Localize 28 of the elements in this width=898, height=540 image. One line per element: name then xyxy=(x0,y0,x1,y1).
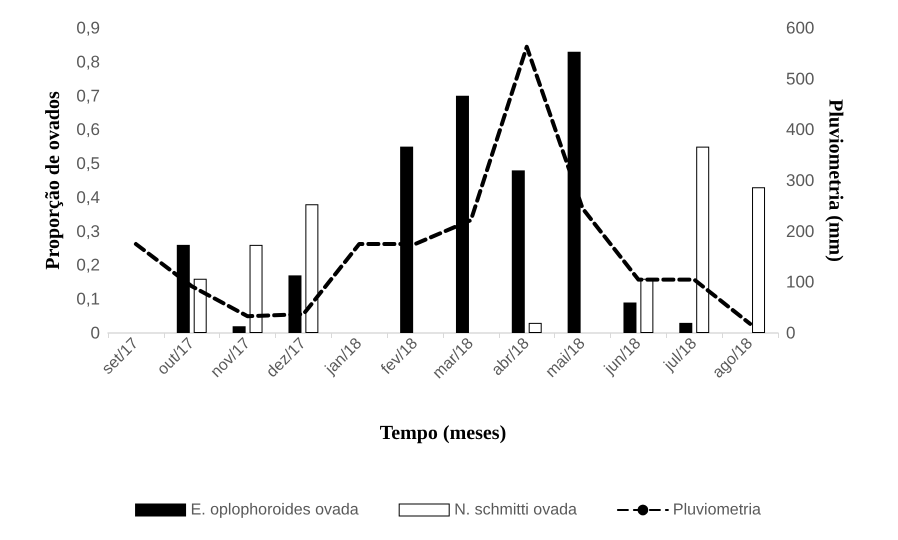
bar xyxy=(232,326,246,333)
bar xyxy=(512,170,525,333)
y-tick-label: 0,2 xyxy=(76,256,100,275)
legend-label: Pluviometria xyxy=(672,502,762,518)
y-axis-title: Proporção de ovados xyxy=(42,91,64,270)
y-tick-label: 0,6 xyxy=(76,120,100,140)
y-tick-label: 0,1 xyxy=(76,290,100,309)
legend-label: N. schmitti ovada xyxy=(454,502,578,518)
bar xyxy=(623,302,636,333)
y2-tick-label: 400 xyxy=(786,120,814,140)
y-tick-label: 0 xyxy=(90,324,100,342)
y-tick-label: 0,5 xyxy=(76,154,100,174)
y-tick-label: 0,7 xyxy=(76,86,100,106)
y-tick-label: 0,4 xyxy=(76,188,100,207)
bar xyxy=(528,322,542,333)
y2-tick-label: 100 xyxy=(786,272,814,292)
y-tick-label: 0,3 xyxy=(76,222,100,241)
y2-tick-label: 500 xyxy=(786,69,814,88)
legend-label: E. oplophoroides ovada xyxy=(190,502,359,518)
y-tick-label: 0,8 xyxy=(76,52,100,72)
y-tick-label: 0,9 xyxy=(76,18,100,38)
y2-tick-label: 300 xyxy=(786,171,814,190)
bar xyxy=(679,322,692,333)
y2-axis-title: Pluviometria (mm) xyxy=(824,99,846,262)
y2-tick-label: 0 xyxy=(786,324,796,342)
y2-tick-label: 200 xyxy=(786,222,814,241)
x-axis-title: Tempo (meses) xyxy=(380,422,506,444)
y2-tick-label: 600 xyxy=(786,18,814,38)
